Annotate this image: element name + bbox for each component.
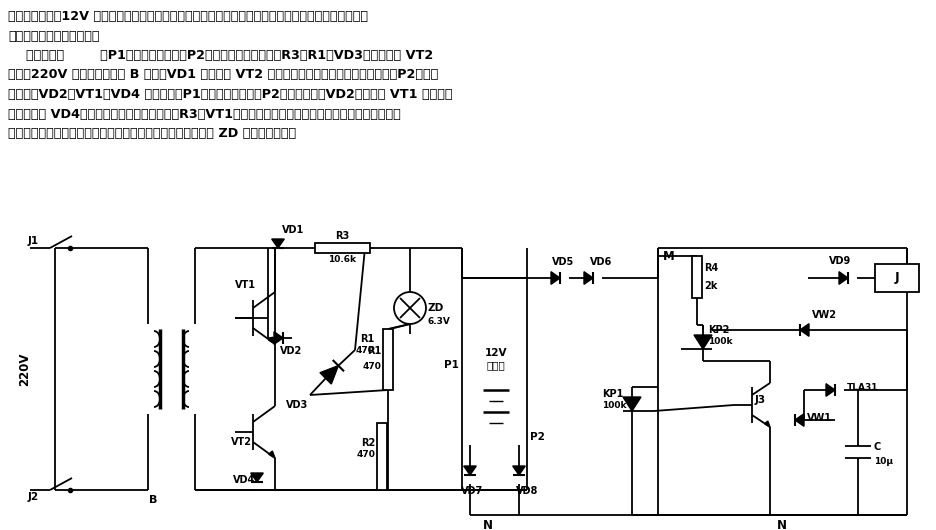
- Text: C: C: [874, 442, 882, 452]
- Text: VD5: VD5: [552, 257, 575, 267]
- Bar: [383, 329, 393, 390]
- Text: 6.3V: 6.3V: [428, 317, 451, 326]
- Text: 470: 470: [355, 346, 374, 355]
- Text: 220V: 220V: [18, 352, 31, 386]
- Text: 导通，220V 交流电经变压器 B 降压，VD1 整流后与 VT2 构成充电回路，向蓄电池正常充电。因P2端接的: 导通，220V 交流电经变压器 B 降压，VD1 整流后与 VT2 构成充电回路…: [8, 68, 438, 82]
- Text: VW2: VW2: [812, 310, 837, 320]
- Text: 充电电流经 VD4、蓄电池正极、蓄电池负极、R3、VT1构成充电回路，向蓄电池正常充电。可见，不论蓄: 充电电流经 VD4、蓄电池正极、蓄电池负极、R3、VT1构成充电回路，向蓄电池正…: [8, 108, 401, 120]
- Polygon shape: [251, 473, 263, 482]
- Text: VT2: VT2: [231, 437, 252, 447]
- Text: B: B: [149, 495, 157, 505]
- Polygon shape: [839, 272, 848, 284]
- Text: 蓄电池: 蓄电池: [487, 360, 505, 370]
- Text: VD3: VD3: [285, 400, 308, 410]
- Polygon shape: [795, 414, 804, 426]
- Text: VW1: VW1: [807, 413, 832, 423]
- Text: VD8: VD8: [516, 486, 538, 496]
- Text: 10μ: 10μ: [874, 457, 893, 466]
- Text: ZD: ZD: [428, 303, 445, 313]
- Polygon shape: [694, 335, 712, 349]
- Text: R1: R1: [359, 334, 374, 344]
- Bar: [875, 264, 919, 292]
- Text: R4: R4: [704, 263, 718, 273]
- Polygon shape: [551, 272, 560, 284]
- Text: KP2: KP2: [708, 325, 729, 335]
- Text: 本电路不仅能对12V 蓄电池进行充电，而且能自动识别接入电池的极性，即不论电池的极性如何连接，: 本电路不仅能对12V 蓄电池进行充电，而且能自动识别接入电池的极性，即不论电池的…: [8, 10, 368, 23]
- Text: 12V: 12V: [485, 348, 507, 358]
- Text: J: J: [895, 271, 899, 285]
- Text: R2: R2: [360, 438, 375, 448]
- Text: J2: J2: [28, 492, 39, 502]
- Text: 2k: 2k: [704, 281, 717, 291]
- Polygon shape: [513, 466, 525, 475]
- Text: VD6: VD6: [590, 257, 612, 267]
- Text: 100k: 100k: [602, 401, 626, 410]
- Text: 电池的极性如何连接，充电器都能对蓄电池正常地充电。灯泡 ZD 作为充电指示。: 电池的极性如何连接，充电器都能对蓄电池正常地充电。灯泡 ZD 作为充电指示。: [8, 127, 296, 140]
- Polygon shape: [320, 366, 338, 384]
- Text: VD4: VD4: [233, 475, 256, 485]
- Text: TLA31: TLA31: [847, 384, 879, 393]
- Polygon shape: [463, 466, 476, 475]
- Text: 10.6k: 10.6k: [328, 255, 356, 264]
- Text: 470: 470: [356, 450, 375, 459]
- Polygon shape: [765, 421, 770, 427]
- Polygon shape: [826, 384, 835, 396]
- Polygon shape: [584, 272, 593, 284]
- Text: J1: J1: [28, 236, 39, 246]
- Text: J3: J3: [755, 395, 767, 405]
- Text: P2: P2: [530, 432, 545, 442]
- Text: R1: R1: [367, 346, 381, 356]
- Bar: [692, 256, 702, 298]
- Polygon shape: [800, 324, 809, 337]
- Polygon shape: [269, 451, 275, 458]
- Polygon shape: [274, 332, 283, 344]
- Text: N: N: [777, 519, 787, 530]
- Text: N: N: [483, 519, 493, 530]
- Text: 都可对电池进行正常充电。: 都可对电池进行正常充电。: [8, 30, 99, 42]
- Text: 电路示于图        当P1端接蓄电池正极、P2端接负极时，其正极经R3、R1、VD3触发晶闸管 VT2: 电路示于图 当P1端接蓄电池正极、P2端接负极时，其正极经R3、R1、VD3触发…: [8, 49, 433, 62]
- Text: VD9: VD9: [829, 256, 851, 266]
- Text: R3: R3: [335, 231, 349, 241]
- Text: KP1: KP1: [602, 389, 623, 399]
- Text: VD2: VD2: [280, 346, 302, 356]
- Text: VT1: VT1: [235, 280, 256, 290]
- Text: P1: P1: [444, 360, 459, 370]
- Polygon shape: [271, 239, 285, 248]
- Text: 100k: 100k: [708, 337, 733, 346]
- Bar: [377, 423, 387, 490]
- Polygon shape: [623, 397, 641, 411]
- Text: M: M: [663, 250, 675, 263]
- Text: 是负极，VD2、VT1、VD4 全截止。当P1端接蓄电池负极，P2端接正极时，VD2导通触发 VT1 导通，使: 是负极，VD2、VT1、VD4 全截止。当P1端接蓄电池负极，P2端接正极时，V…: [8, 88, 452, 101]
- Text: VD7: VD7: [461, 486, 483, 496]
- Polygon shape: [269, 337, 275, 344]
- Text: VD1: VD1: [282, 225, 304, 235]
- Bar: [315, 243, 370, 253]
- Text: 470: 470: [362, 362, 381, 371]
